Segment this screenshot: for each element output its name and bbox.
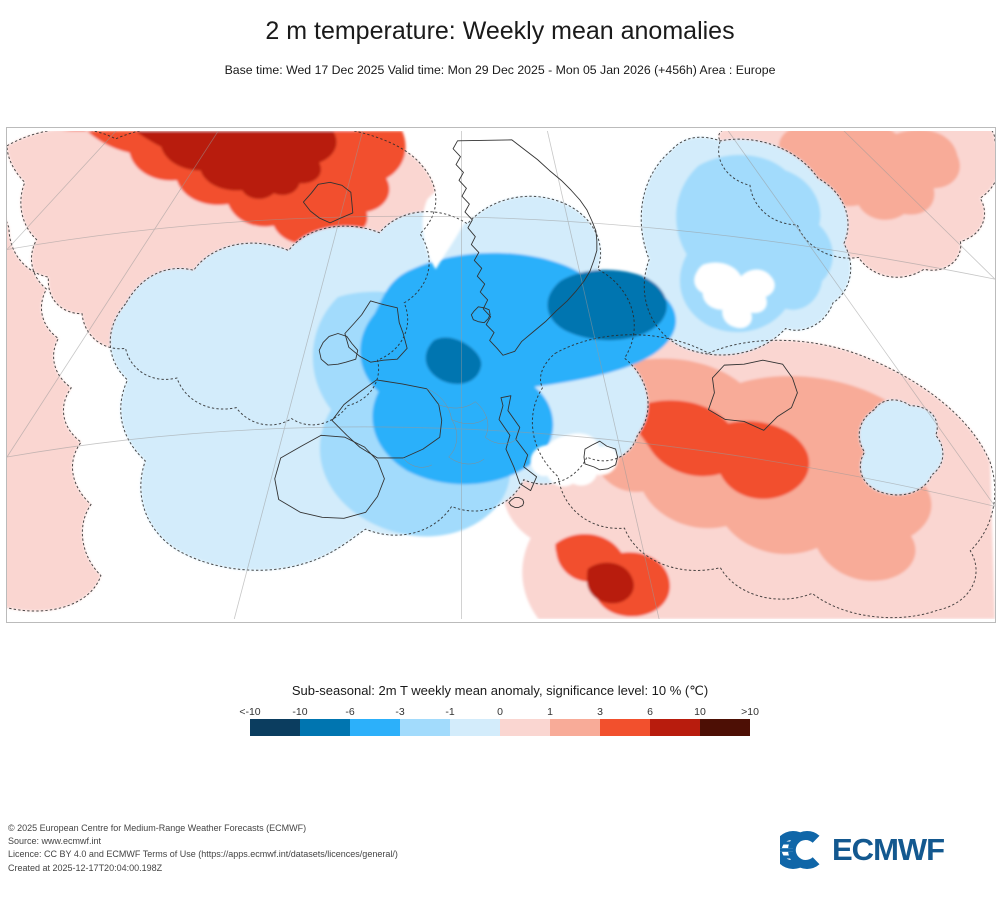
svg-text:ECMWF: ECMWF (832, 832, 944, 867)
